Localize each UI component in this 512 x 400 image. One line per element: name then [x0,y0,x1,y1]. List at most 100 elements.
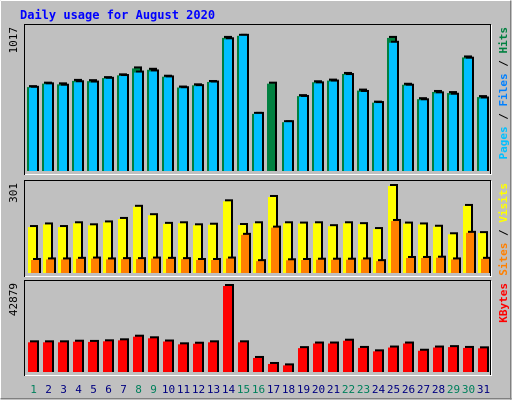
bar-sites-day-23 [361,257,371,273]
bar-visits-day-16 [253,221,263,273]
bar-sites-day-14 [226,256,236,273]
bar-kbytes-day-7 [118,338,129,372]
day-label: 21 [327,383,340,396]
bar-visits-day-10 [163,221,173,273]
bar-sites-day-13 [211,257,221,273]
bar-files-day-16 [254,111,264,171]
day-label: 27 [417,383,430,396]
bar-files-day-1 [29,85,39,171]
y-max-label: 301 [7,183,20,203]
bar-sites-day-25 [391,218,401,273]
panel-visits-sites: 301 Sites / Visits [7,180,510,277]
legend-part: Pages [497,126,510,159]
bar-sites-day-22 [346,257,356,273]
chart-panels: 1017 Pages / Files / Hits 301 Sites / Visit… [7,24,510,376]
bar-sites-day-10 [166,256,176,273]
day-label: 13 [207,383,220,396]
bar-kbytes-day-6 [103,339,114,372]
bar-visits-day-2 [43,222,53,273]
bar-files-day-29 [449,92,459,171]
bar-kbytes-day-10 [163,339,174,372]
bar-files-day-22 [344,73,354,171]
bar-sites-day-15 [241,232,251,273]
day-label: 2 [45,383,52,396]
bar-sites-day-18 [286,258,296,273]
bar-files-day-25 [389,40,399,172]
bar-visits-day-31 [478,231,488,273]
bar-sites-day-24 [376,259,386,273]
bar-files-day-8 [134,70,144,171]
x-axis-day-labels: 1 2 3 4 5 6 7 8 9 10 11 12 13 14 15 16 17 18 19 20 21 22 23 24 2… [30,383,490,396]
day-label: 25 [387,383,400,396]
bar-kbytes-day-4 [73,339,84,372]
bar-kbytes-day-26 [403,341,414,372]
bar-visits-day-7 [118,216,128,273]
chart-title: Daily usage for August 2020 [20,8,215,22]
bar-visits-day-20 [313,221,323,273]
bar-visits-day-5 [88,223,98,273]
bar-visits-day-18 [283,221,293,273]
bar-visits-day-14 [223,199,233,273]
bar-files-day-21 [329,79,339,171]
bar-sites-day-20 [316,257,326,273]
bar-kbytes-day-21 [328,341,339,372]
bar-kbytes-day-18 [283,363,294,372]
day-label: 10 [162,383,175,396]
bars [28,284,489,372]
bar-files-day-4 [74,80,84,171]
bar-kbytes-day-8 [133,334,144,372]
bar-visits-day-29 [448,232,458,273]
bar-kbytes-day-20 [313,341,324,372]
bar-kbytes-day-19 [298,346,309,372]
bar-files-day-19 [299,94,309,171]
bar-files-day-30 [464,56,474,172]
series-legend: Sites / Visits [497,183,510,276]
bar-visits-day-27 [418,222,428,273]
bar-visits-day-28 [433,224,443,273]
bar-visits-day-6 [103,220,113,273]
bars [27,33,489,172]
bar-files-day-9 [149,69,159,171]
bar-files-day-5 [89,80,99,171]
bar-sites-day-19 [301,257,311,273]
bar-files-day-23 [359,89,369,171]
day-label: 28 [432,383,445,396]
bar-kbytes-day-27 [418,348,429,372]
day-label: 9 [150,383,157,396]
bar-kbytes-day-31 [478,346,489,372]
bar-visits-day-24 [373,227,383,273]
series-legend: KBytes [497,283,510,323]
legend-part: Files [497,73,510,106]
day-label: 26 [402,383,415,396]
bar-sites-day-28 [436,255,446,273]
day-label: 17 [267,383,280,396]
bar-sites-day-3 [61,257,71,273]
bar-files-day-12 [194,84,204,171]
bar-sites-day-9 [151,256,161,273]
bar-visits-day-12 [193,223,203,273]
bar-sites-day-1 [31,257,41,273]
bar-files-day-13 [209,80,219,171]
bar-sites-day-8 [136,257,146,273]
legend-part: Visits [497,183,510,223]
day-label: 31 [477,383,490,396]
day-label: 5 [90,383,97,396]
day-label: 1 [30,383,37,396]
bar-sites-day-12 [196,257,206,273]
bar-kbytes-day-15 [238,340,249,372]
panel-kbytes: 42879 KBytes [7,280,510,376]
day-label: 15 [237,383,250,396]
bar-sites-day-2 [46,257,56,273]
y-max-label: 1017 [7,27,20,54]
bar-sites-day-27 [421,255,431,273]
bars [28,184,491,273]
y-max-label: 42879 [7,283,20,316]
bar-visits-day-26 [403,221,413,273]
bar-kbytes-day-29 [448,345,459,372]
bar-files-day-10 [164,75,174,171]
bar-files-day-24 [374,101,384,171]
bar-kbytes-day-5 [88,339,99,372]
bar-files-day-3 [59,83,69,171]
bar-visits-day-19 [298,221,308,273]
bar-sites-day-7 [121,257,131,273]
